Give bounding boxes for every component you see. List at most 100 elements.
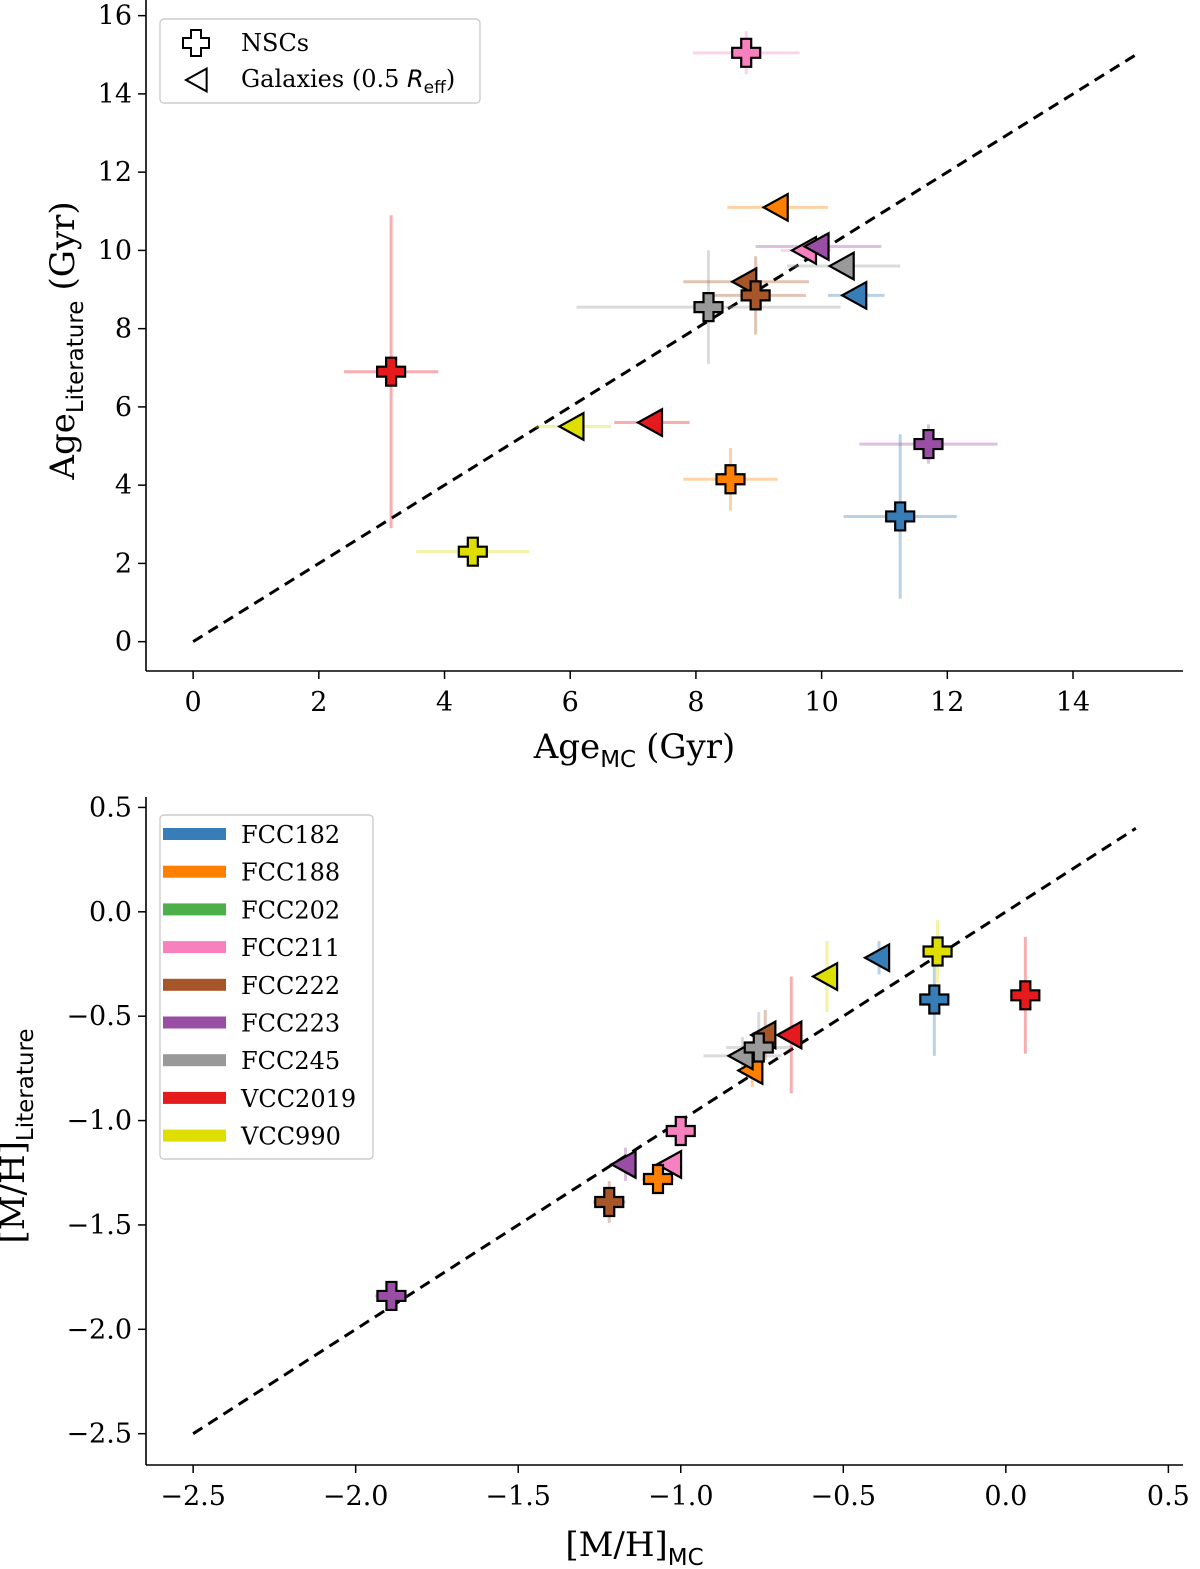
x-tick-label: 4 [436, 687, 453, 718]
legend-nsc-marker [182, 29, 210, 57]
nsc-point-FCC222 [594, 1186, 625, 1218]
y-tick-label: 0.0 [89, 897, 132, 928]
legend-swatch-FCC211 [163, 941, 226, 954]
nsc-point-FCC188 [715, 464, 746, 495]
y-tick-label: 14 [98, 79, 132, 110]
y-axis-label: AgeLiterature (Gyr) [43, 201, 89, 480]
nsc-point-FCC211 [665, 1115, 696, 1147]
legend-label-FCC202: FCC202 [241, 896, 340, 924]
x-tick-label: 14 [1056, 687, 1090, 718]
legend-swatch-VCC990 [163, 1129, 226, 1142]
legend-label-FCC222: FCC222 [241, 972, 340, 1000]
galaxy-point-VCC2019 [635, 407, 664, 438]
nsc-point-FCC245 [693, 292, 724, 323]
galaxy-point-FCC211 [654, 1149, 683, 1180]
x-tick-label: −2.0 [323, 1481, 389, 1512]
y-axis-label-subscript: Literature [63, 301, 89, 414]
legend-galaxy-label-suffix: ) [446, 65, 455, 93]
galaxy-point-VCC990 [557, 411, 585, 442]
nsc-point-VCC990 [457, 536, 488, 567]
x-tick-label: 0.0 [984, 1481, 1027, 1512]
nsc-point-FCC188 [642, 1163, 674, 1195]
x-axis-label-subscript: MC [668, 1545, 704, 1569]
legend-galaxy-label-prefix: Galaxies (0.5 [241, 65, 407, 93]
nsc-point-VCC990 [922, 936, 953, 967]
y-tick-label: −1.0 [66, 1106, 132, 1137]
legend-frame [159, 18, 481, 104]
y-tick-label: 6 [115, 392, 132, 423]
nsc-point-FCC245 [743, 1032, 774, 1063]
nsc-point-FCC211 [731, 37, 762, 68]
x-tick-label: 2 [310, 687, 327, 718]
nsc-point-VCC2019 [376, 356, 407, 387]
y-tick-label: −2.0 [66, 1314, 132, 1345]
legend-frame [159, 814, 374, 1160]
legend-label-VCC2019: VCC2019 [240, 1085, 356, 1113]
y-tick-label: −2.5 [66, 1419, 132, 1450]
color-legend: FCC182 FCC188 FCC202 FCC211 FCC222 FCC223 FCC2… [159, 814, 374, 1160]
y-tick-label: −0.5 [66, 1001, 132, 1032]
galaxy-point-VCC2019 [775, 1019, 803, 1051]
x-axis-label-base: Age [533, 727, 600, 767]
y-axis-label-base: Age [43, 413, 83, 480]
x-tick-label: −1.5 [485, 1481, 551, 1512]
x-axis-label: AgeMC (Gyr) [533, 727, 736, 773]
y-tick-label: 4 [115, 470, 132, 501]
nsc-point-FCC182 [919, 984, 950, 1015]
y-tick-label: 10 [98, 235, 132, 266]
legend-label-FCC188: FCC188 [241, 859, 340, 887]
y-axis-label-base: [M/H] [0, 1141, 33, 1243]
legend-swatch-FCC202 [163, 903, 226, 916]
nsc-point-FCC223 [376, 1280, 407, 1312]
metallicity-comparison-panel: −2.5 −2.0 −1.5 −1.0 −0.5 0.0 0.5 −2.5 −2.0 −1.5 −1… [0, 792, 1190, 1569]
x-tick-label: 0 [185, 687, 202, 718]
legend-galaxy-label: Galaxies (0.5 Reff) [241, 65, 455, 98]
legend-swatch-FCC182 [163, 828, 226, 840]
legend-swatch-VCC2019 [163, 1091, 226, 1104]
legend-label-VCC990: VCC990 [240, 1123, 341, 1151]
y-tick-label: 12 [98, 157, 132, 188]
y-axis-label-subscript: Literature [13, 1028, 39, 1141]
marker-legend: NSCs Galaxies (0.5 Reff) [159, 18, 481, 104]
y-tick-label: 0.5 [89, 792, 132, 823]
nsc-point-FCC182 [885, 501, 916, 532]
y-tick-label: 16 [98, 1, 132, 32]
galaxy-point-FCC188 [761, 192, 789, 223]
galaxy-point-FCC223 [609, 1149, 637, 1180]
y-tick-label: −1.5 [66, 1210, 132, 1241]
legend-label-FCC245: FCC245 [241, 1047, 340, 1075]
x-tick-label: 0.5 [1147, 1481, 1190, 1512]
y-axis-label: [M/H]Literature [0, 1028, 39, 1243]
y-axis-label-unit: (Gyr) [43, 201, 83, 290]
nsc-point-VCC2019 [1010, 980, 1041, 1011]
y-tick-label: 2 [115, 548, 132, 579]
one-to-one-line [192, 827, 1137, 1435]
legend-swatch-FCC223 [163, 1016, 226, 1029]
y-tick-label: 8 [115, 314, 132, 345]
legend-swatch-FCC188 [163, 865, 226, 878]
x-tick-label: −0.5 [811, 1481, 877, 1512]
legend-swatch-FCC222 [163, 978, 226, 991]
x-axis-label-subscript: MC [600, 747, 636, 773]
legend-label-FCC223: FCC223 [241, 1010, 340, 1038]
y-tick-label: 0 [115, 627, 132, 658]
legend-galaxy-label-sub: eff [424, 78, 447, 98]
x-tick-label: 10 [804, 687, 838, 718]
x-axis-label-base: [M/H] [565, 1525, 667, 1565]
x-tick-label: −1.0 [648, 1481, 714, 1512]
galaxy-point-FCC245 [827, 250, 855, 282]
legend-label-FCC211: FCC211 [241, 934, 340, 962]
galaxy-point-FCC182 [862, 942, 891, 973]
x-tick-label: −2.5 [160, 1481, 226, 1512]
nsc-point-FCC223 [913, 428, 944, 460]
galaxy-point-FCC182 [839, 280, 868, 311]
legend-nsc-label: NSCs [241, 29, 309, 57]
x-tick-label: 8 [687, 687, 704, 718]
galaxy-point-VCC990 [810, 961, 839, 992]
legend-swatch-FCC245 [163, 1054, 226, 1067]
nsc-point-FCC222 [740, 280, 771, 311]
x-tick-label: 6 [562, 687, 579, 718]
x-axis-label: [M/H]MC [565, 1525, 703, 1569]
